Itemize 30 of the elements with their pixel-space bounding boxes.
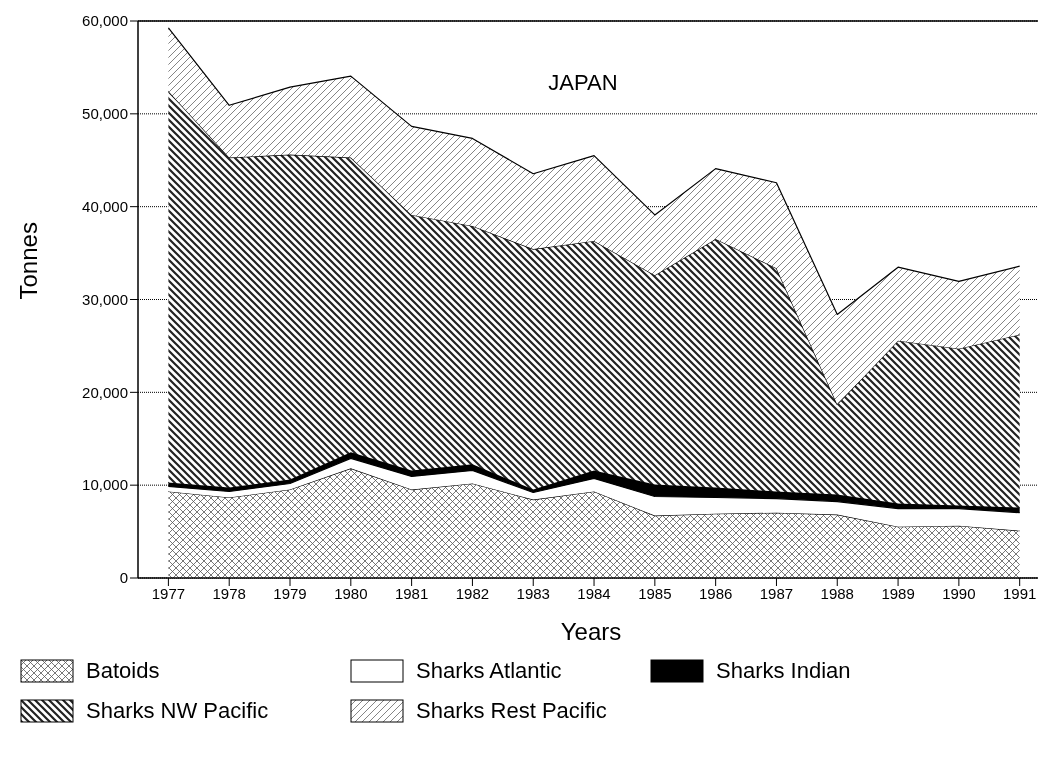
- x-tick-label: 1991: [1002, 584, 1037, 602]
- x-tick-label: 1988: [820, 584, 854, 602]
- x-tick-label: 1978: [212, 584, 246, 602]
- legend-label: Batoids: [86, 658, 160, 684]
- y-tick-label: 50,000: [82, 105, 128, 123]
- y-tick-label: 60,000: [82, 12, 128, 30]
- legend-label: Sharks Atlantic: [416, 658, 562, 684]
- y-tick-label: 30,000: [82, 290, 128, 308]
- x-tick-label: 1987: [759, 584, 794, 602]
- legend-label: Sharks Indian: [716, 658, 851, 684]
- y-tick-label: 0: [119, 569, 128, 587]
- text: JAPAN: [547, 70, 619, 96]
- x-tick-label: 1990: [942, 584, 976, 602]
- x-tick-label: 1985: [638, 584, 672, 602]
- x-tick-label: 1980: [334, 584, 368, 602]
- x-tick-label: 1979: [273, 584, 307, 602]
- x-tick-label: 1986: [698, 584, 733, 602]
- y-tick-label: 20,000: [82, 383, 128, 401]
- y-tick-label: 10,000: [82, 476, 128, 494]
- x-tick-label: 1983: [516, 584, 550, 602]
- x-tick-label: 1981: [394, 584, 429, 602]
- x-axis-title: Years: [560, 618, 622, 645]
- x-tick-label: 1982: [455, 584, 490, 602]
- legend-label: Sharks NW Pacific: [86, 698, 269, 724]
- x-tick-label: 1984: [577, 584, 611, 602]
- legend-label: Sharks Rest Pacific: [416, 698, 607, 724]
- y-axis-title: Tonnes: [14, 222, 42, 300]
- y-tick-label: 40,000: [82, 197, 128, 215]
- x-tick-label: 1977: [151, 584, 186, 602]
- x-tick-label: 1989: [881, 584, 915, 602]
